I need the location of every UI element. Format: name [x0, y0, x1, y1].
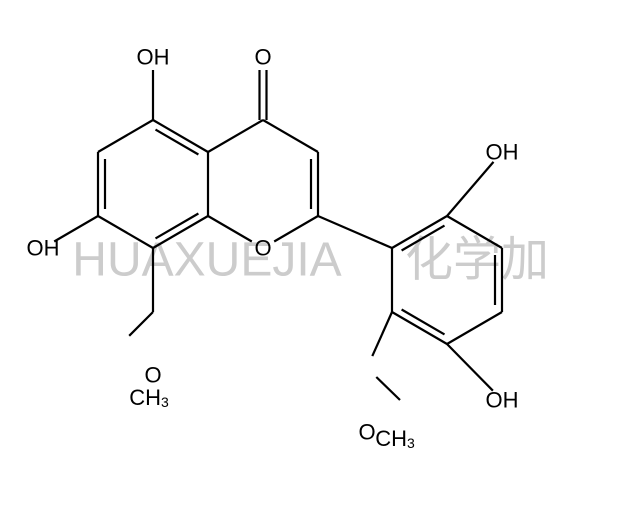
- atom-label-OCH3_r: OCH3: [358, 420, 415, 452]
- watermark-right: 化学加: [405, 234, 549, 287]
- atom-label-OH_r_bot: OH: [486, 388, 519, 413]
- atom-label-O_top: O: [254, 45, 271, 70]
- svg-text:OH: OH: [27, 236, 60, 261]
- svg-text:CH3: CH3: [375, 426, 415, 452]
- watermark-left: HUAXUEJIA: [72, 234, 341, 287]
- atom-label-OH_tl: OH: [137, 45, 170, 70]
- svg-text:O: O: [254, 236, 271, 261]
- atom-label-O_ring: O: [254, 236, 271, 261]
- svg-text:O: O: [254, 45, 271, 70]
- molecule-diagram: HUAXUEJIA化学加 OOHOHOOCH3OHOHOCH3: [0, 0, 634, 520]
- atom-label-OH_left: OH: [27, 236, 60, 261]
- svg-text:CH3: CH3: [129, 385, 169, 411]
- svg-text:OH: OH: [486, 140, 519, 165]
- atom-label-OCH3_bl: OCH3: [129, 363, 169, 411]
- svg-text:O: O: [358, 420, 375, 445]
- svg-text:OH: OH: [137, 45, 170, 70]
- svg-text:OH: OH: [486, 388, 519, 413]
- atom-label-OH_r_top: OH: [486, 140, 519, 165]
